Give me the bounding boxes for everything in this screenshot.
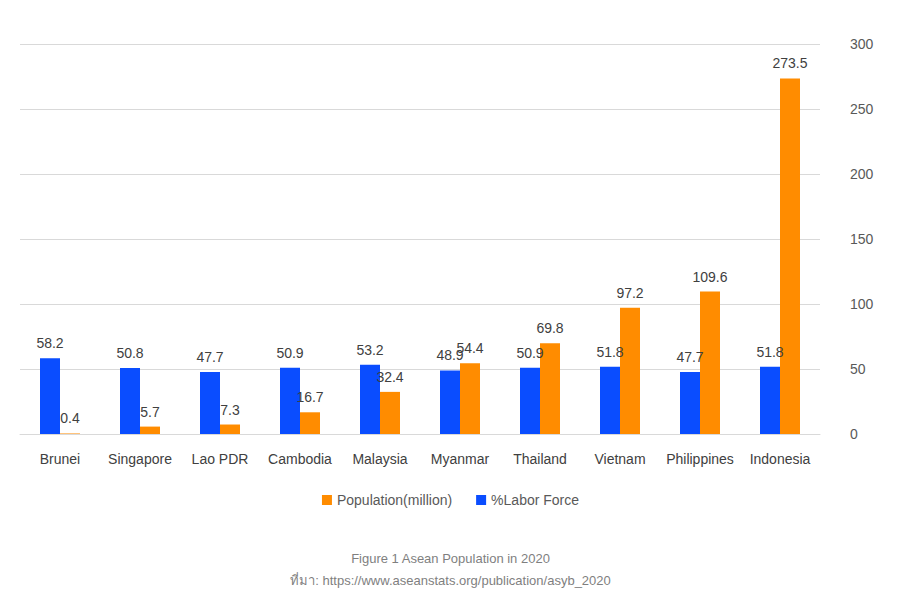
svg-text:7.3: 7.3 [220,402,240,418]
svg-text:16.7: 16.7 [296,389,323,405]
svg-text:69.8: 69.8 [536,320,563,336]
svg-text:Cambodia: Cambodia [268,451,332,467]
svg-text:Myanmar: Myanmar [431,451,490,467]
svg-text:273.5: 273.5 [772,55,807,71]
svg-text:50.8: 50.8 [116,345,143,361]
svg-text:109.6: 109.6 [692,269,727,285]
svg-text:Philippines: Philippines [666,451,734,467]
svg-text:51.8: 51.8 [756,344,783,360]
svg-text:5.7: 5.7 [140,404,160,420]
svg-text:0.4: 0.4 [60,410,80,426]
svg-text:51.8: 51.8 [596,344,623,360]
svg-text:Vietnam: Vietnam [594,451,645,467]
svg-text:32.4: 32.4 [376,369,403,385]
svg-text:50.9: 50.9 [276,345,303,361]
svg-text:48.9: 48.9 [436,347,464,364]
svg-text:50.9: 50.9 [516,345,543,361]
svg-text:200: 200 [850,166,874,182]
svg-text:Figure 1 Asean Population in 2: Figure 1 Asean Population in 2020 [351,551,550,566]
svg-text:%Labor Force: %Labor Force [491,492,579,508]
svg-text:0: 0 [850,426,858,442]
svg-text:54.4: 54.4 [456,340,483,356]
svg-text:ที่มา: https://www.aseanstats.: ที่มา: https://www.aseanstats.org/public… [290,572,611,588]
svg-text:47.7: 47.7 [676,349,703,365]
svg-text:Brunei: Brunei [40,451,80,467]
svg-text:Malaysia: Malaysia [352,451,407,467]
svg-text:Indonesia: Indonesia [750,451,811,467]
svg-text:250: 250 [850,101,874,117]
svg-text:47.7: 47.7 [196,349,223,365]
svg-text:50: 50 [850,361,866,377]
svg-text:53.2: 53.2 [356,342,383,358]
svg-text:Thailand: Thailand [513,451,567,467]
svg-text:150: 150 [850,231,874,247]
svg-text:Singapore: Singapore [108,451,172,467]
svg-text:58.2: 58.2 [36,335,63,351]
svg-text:100: 100 [850,296,874,312]
svg-text:Population(million): Population(million) [337,492,452,508]
svg-text:300: 300 [850,36,874,52]
svg-text:97.2: 97.2 [616,285,643,301]
svg-text:Lao PDR: Lao PDR [192,451,249,467]
